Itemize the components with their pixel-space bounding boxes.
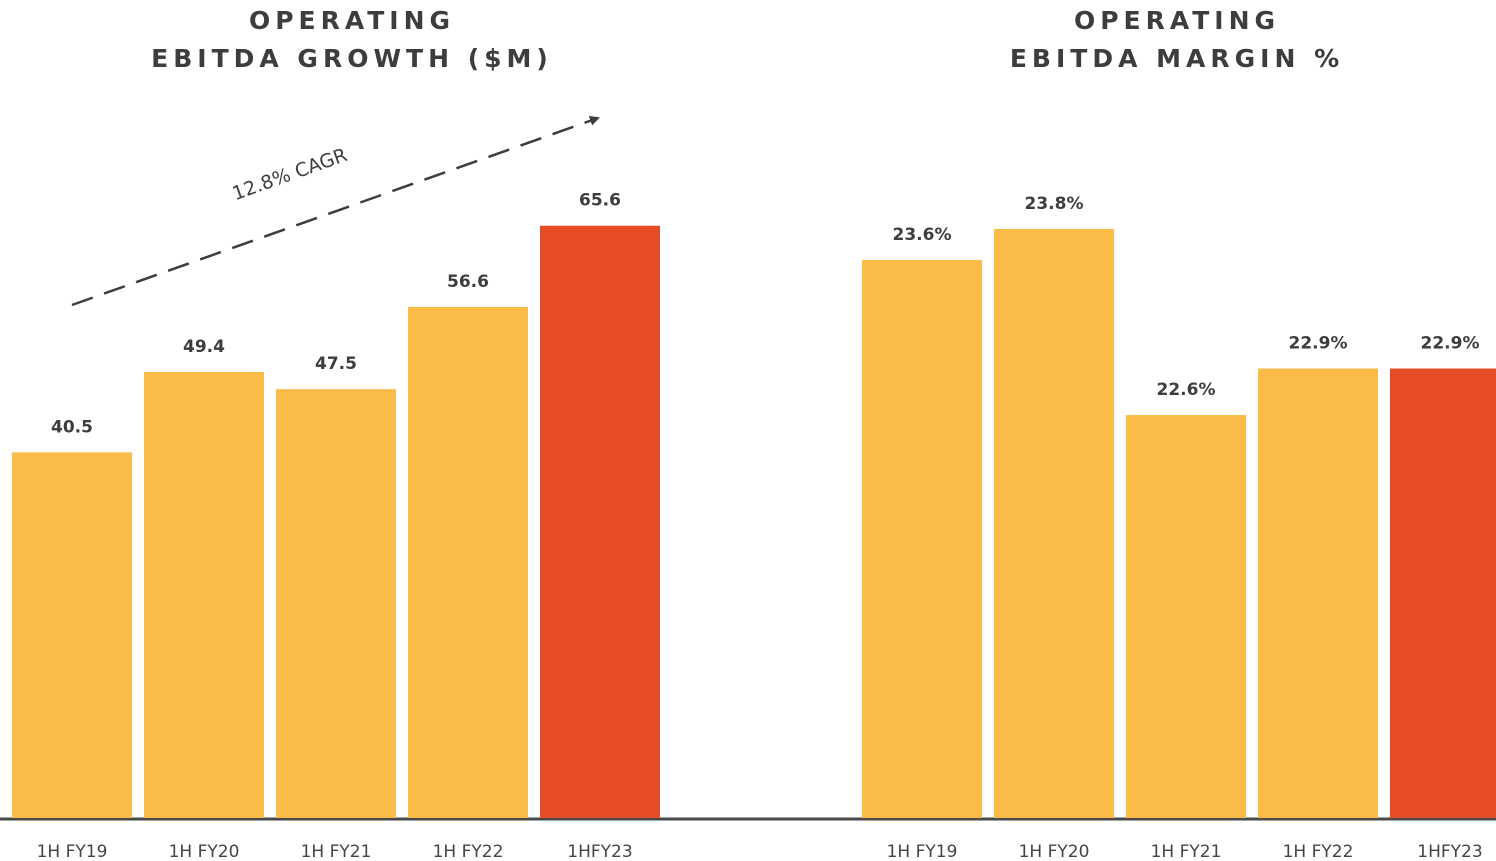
bar — [1258, 368, 1378, 818]
chart-title: OPERATING — [249, 6, 455, 35]
bar — [276, 389, 396, 818]
x-tick-label: 1H FY20 — [169, 842, 240, 861]
x-tick-label: 1HFY23 — [567, 842, 632, 861]
x-tick-label: 1H FY22 — [1283, 842, 1354, 861]
chart-title: EBITDA GROWTH ($M) — [151, 44, 553, 73]
value-label: 40.5 — [51, 417, 93, 437]
x-tick-label: 1H FY21 — [1151, 842, 1222, 861]
x-tick-label: 1H FY19 — [887, 842, 958, 861]
annotation: 12.8% CAGR — [229, 144, 350, 205]
value-label: 47.5 — [315, 354, 357, 374]
value-label: 22.9% — [1421, 334, 1480, 354]
bar — [408, 306, 528, 818]
bar — [1126, 415, 1246, 818]
bar — [144, 371, 264, 818]
value-label: 65.6 — [579, 191, 621, 211]
bar — [1390, 368, 1496, 818]
x-tick-label: 1H FY22 — [433, 842, 504, 861]
value-label: 22.9% — [1289, 334, 1348, 354]
bar — [540, 225, 660, 818]
value-label: 22.6% — [1157, 380, 1216, 400]
value-label: 49.4 — [183, 337, 225, 357]
chart-title: EBITDA MARGIN % — [1010, 44, 1344, 73]
bar — [12, 452, 132, 818]
x-tick-label: 1H FY21 — [301, 842, 372, 861]
value-label: 23.8% — [1025, 194, 1084, 214]
value-label: 56.6 — [447, 272, 489, 292]
cagr-arrow — [71, 115, 600, 307]
x-tick-label: 1H FY19 — [37, 842, 108, 861]
chart-title: OPERATING — [1074, 6, 1280, 35]
x-tick-label: 1HFY23 — [1417, 842, 1482, 861]
x-tick-label: 1H FY20 — [1019, 842, 1090, 861]
value-label: 23.6% — [893, 225, 952, 245]
bar — [862, 260, 982, 818]
bar — [994, 229, 1114, 818]
